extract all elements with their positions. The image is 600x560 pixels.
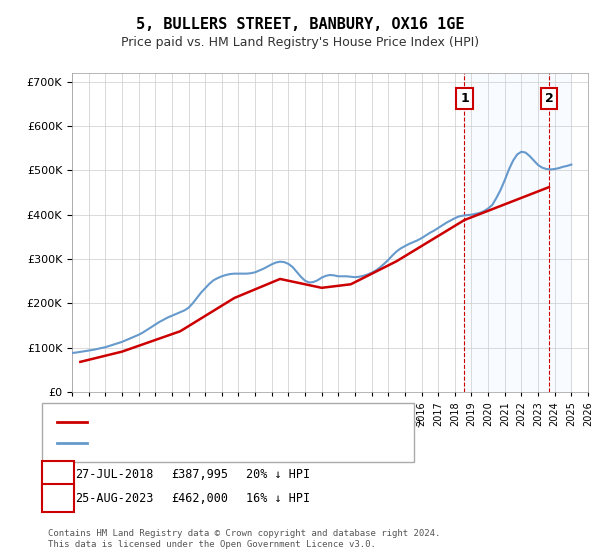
Text: £387,995: £387,995: [171, 468, 228, 482]
Text: 1: 1: [54, 468, 62, 482]
Text: £462,000: £462,000: [171, 492, 228, 505]
Text: 25-AUG-2023: 25-AUG-2023: [75, 492, 154, 505]
Text: 5, BULLERS STREET, BANBURY, OX16 1GE: 5, BULLERS STREET, BANBURY, OX16 1GE: [136, 17, 464, 32]
Text: 20% ↓ HPI: 20% ↓ HPI: [246, 468, 310, 482]
Text: 5, BULLERS STREET, BANBURY, OX16 1GE (detached house): 5, BULLERS STREET, BANBURY, OX16 1GE (de…: [91, 417, 422, 427]
Text: 2: 2: [545, 92, 553, 105]
Text: HPI: Average price, detached house, Cherwell: HPI: Average price, detached house, Cher…: [91, 438, 366, 448]
Bar: [464, 73, 571, 392]
Text: 2: 2: [54, 492, 62, 505]
Text: 16% ↓ HPI: 16% ↓ HPI: [246, 492, 310, 505]
Text: Contains HM Land Registry data © Crown copyright and database right 2024.
This d: Contains HM Land Registry data © Crown c…: [48, 529, 440, 549]
Text: Price paid vs. HM Land Registry's House Price Index (HPI): Price paid vs. HM Land Registry's House …: [121, 36, 479, 49]
Text: 27-JUL-2018: 27-JUL-2018: [75, 468, 154, 482]
Text: 1: 1: [460, 92, 469, 105]
